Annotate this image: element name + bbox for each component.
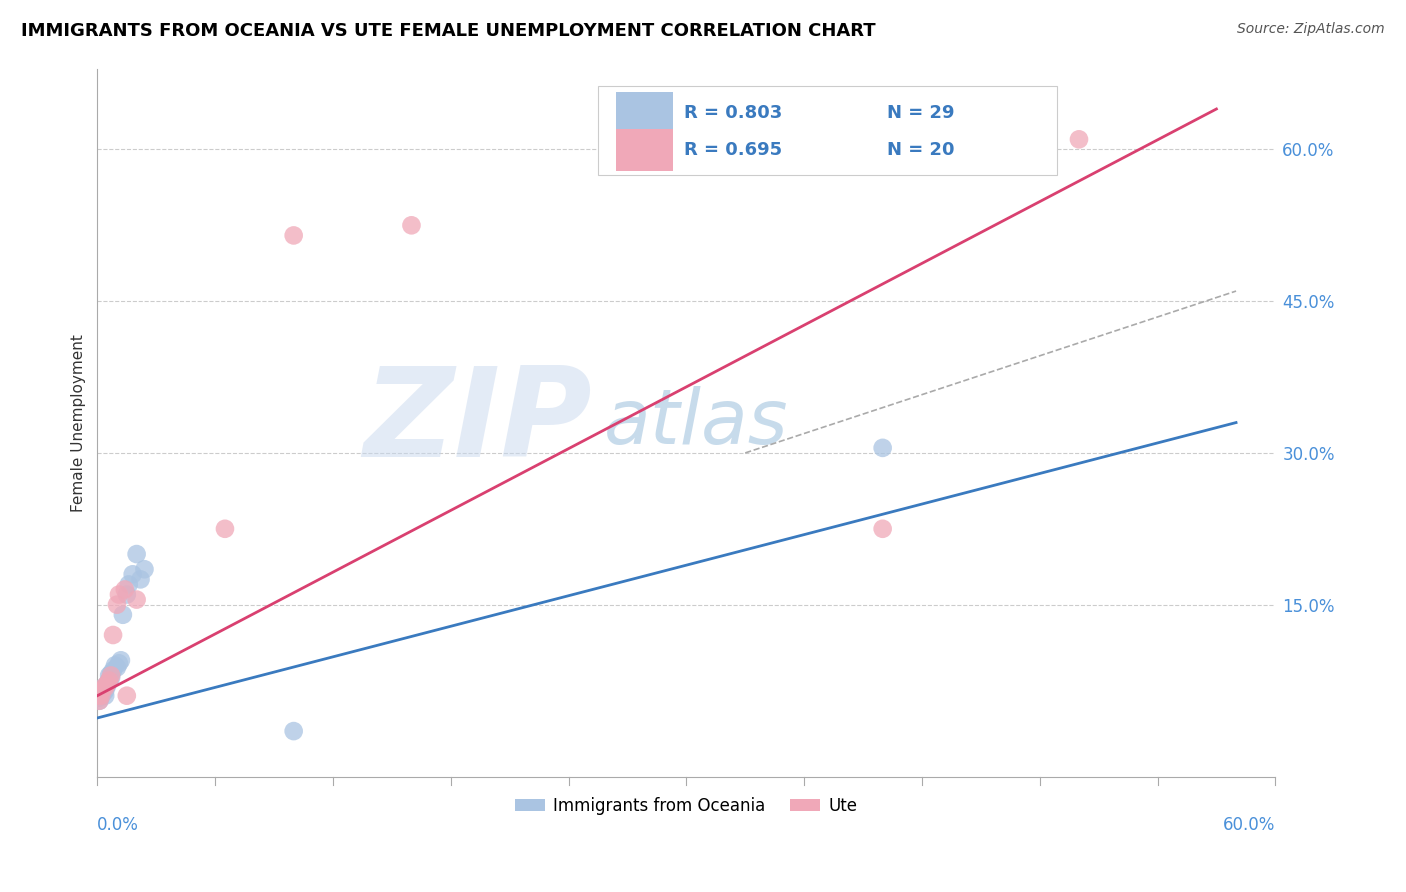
Point bbox=[118, 577, 141, 591]
Point bbox=[98, 673, 121, 688]
Point bbox=[111, 607, 134, 622]
Point bbox=[94, 689, 117, 703]
Point bbox=[98, 668, 121, 682]
FancyBboxPatch shape bbox=[616, 129, 673, 171]
Point bbox=[96, 676, 118, 690]
Point bbox=[90, 689, 112, 703]
Point bbox=[100, 666, 122, 681]
Point bbox=[91, 681, 114, 695]
Point bbox=[89, 694, 111, 708]
Text: N = 29: N = 29 bbox=[887, 103, 955, 121]
Text: R = 0.803: R = 0.803 bbox=[683, 103, 782, 121]
Y-axis label: Female Unemployment: Female Unemployment bbox=[72, 334, 86, 511]
Point bbox=[100, 671, 122, 685]
Point bbox=[114, 582, 136, 597]
Point bbox=[94, 681, 117, 695]
Point bbox=[90, 687, 112, 701]
Point bbox=[101, 628, 124, 642]
Point bbox=[96, 679, 118, 693]
Point bbox=[115, 689, 138, 703]
Text: 60.0%: 60.0% bbox=[1223, 815, 1275, 833]
Point bbox=[108, 657, 131, 671]
Point bbox=[134, 562, 156, 576]
Point bbox=[98, 673, 121, 688]
Point bbox=[129, 573, 152, 587]
Text: atlas: atlas bbox=[603, 385, 789, 459]
Point bbox=[89, 689, 111, 703]
FancyBboxPatch shape bbox=[616, 92, 673, 134]
Point bbox=[121, 567, 143, 582]
Text: IMMIGRANTS FROM OCEANIA VS UTE FEMALE UNEMPLOYMENT CORRELATION CHART: IMMIGRANTS FROM OCEANIA VS UTE FEMALE UN… bbox=[21, 22, 876, 40]
Point bbox=[214, 522, 236, 536]
Point bbox=[110, 653, 132, 667]
Text: Source: ZipAtlas.com: Source: ZipAtlas.com bbox=[1237, 22, 1385, 37]
Point bbox=[283, 724, 305, 739]
Point bbox=[872, 441, 894, 455]
Point bbox=[115, 588, 138, 602]
Point bbox=[872, 522, 894, 536]
Point bbox=[401, 219, 423, 233]
Point bbox=[89, 689, 111, 703]
Point bbox=[105, 660, 128, 674]
Point bbox=[89, 694, 111, 708]
Point bbox=[283, 228, 305, 243]
Point bbox=[90, 689, 112, 703]
Text: ZIP: ZIP bbox=[363, 362, 592, 483]
Point bbox=[91, 681, 114, 695]
Point bbox=[90, 683, 112, 698]
Point bbox=[104, 658, 127, 673]
Point bbox=[1067, 132, 1090, 146]
Point bbox=[108, 588, 131, 602]
Point bbox=[94, 683, 117, 698]
Text: R = 0.695: R = 0.695 bbox=[683, 141, 782, 159]
Legend: Immigrants from Oceania, Ute: Immigrants from Oceania, Ute bbox=[508, 790, 865, 822]
Point bbox=[100, 668, 122, 682]
Point bbox=[101, 664, 124, 678]
Text: N = 20: N = 20 bbox=[887, 141, 955, 159]
Text: 0.0%: 0.0% bbox=[97, 815, 139, 833]
Point bbox=[91, 686, 114, 700]
Point bbox=[125, 547, 148, 561]
Point bbox=[96, 676, 118, 690]
Point bbox=[89, 690, 111, 705]
Point bbox=[105, 598, 128, 612]
Point bbox=[125, 592, 148, 607]
FancyBboxPatch shape bbox=[598, 87, 1057, 175]
